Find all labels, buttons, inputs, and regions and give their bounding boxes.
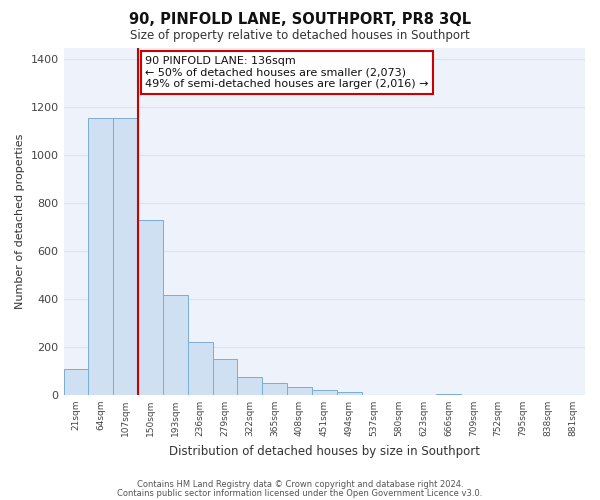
Bar bbox=[238, 378, 262, 395]
Bar bbox=[188, 342, 212, 395]
Text: 90 PINFOLD LANE: 136sqm
← 50% of detached houses are smaller (2,073)
49% of semi: 90 PINFOLD LANE: 136sqm ← 50% of detache… bbox=[145, 56, 429, 89]
Bar bbox=[287, 386, 312, 395]
Text: 90, PINFOLD LANE, SOUTHPORT, PR8 3QL: 90, PINFOLD LANE, SOUTHPORT, PR8 3QL bbox=[129, 12, 471, 28]
Bar bbox=[88, 118, 113, 395]
Bar bbox=[337, 392, 362, 395]
Bar bbox=[163, 296, 188, 395]
Text: Size of property relative to detached houses in Southport: Size of property relative to detached ho… bbox=[130, 29, 470, 42]
Text: Contains HM Land Registry data © Crown copyright and database right 2024.: Contains HM Land Registry data © Crown c… bbox=[137, 480, 463, 489]
Bar bbox=[138, 220, 163, 395]
Bar bbox=[312, 390, 337, 395]
Y-axis label: Number of detached properties: Number of detached properties bbox=[15, 134, 25, 309]
Bar bbox=[436, 394, 461, 395]
Bar bbox=[64, 368, 88, 395]
X-axis label: Distribution of detached houses by size in Southport: Distribution of detached houses by size … bbox=[169, 444, 480, 458]
Bar bbox=[262, 383, 287, 395]
Bar bbox=[212, 360, 238, 395]
Text: Contains public sector information licensed under the Open Government Licence v3: Contains public sector information licen… bbox=[118, 488, 482, 498]
Bar bbox=[113, 118, 138, 395]
